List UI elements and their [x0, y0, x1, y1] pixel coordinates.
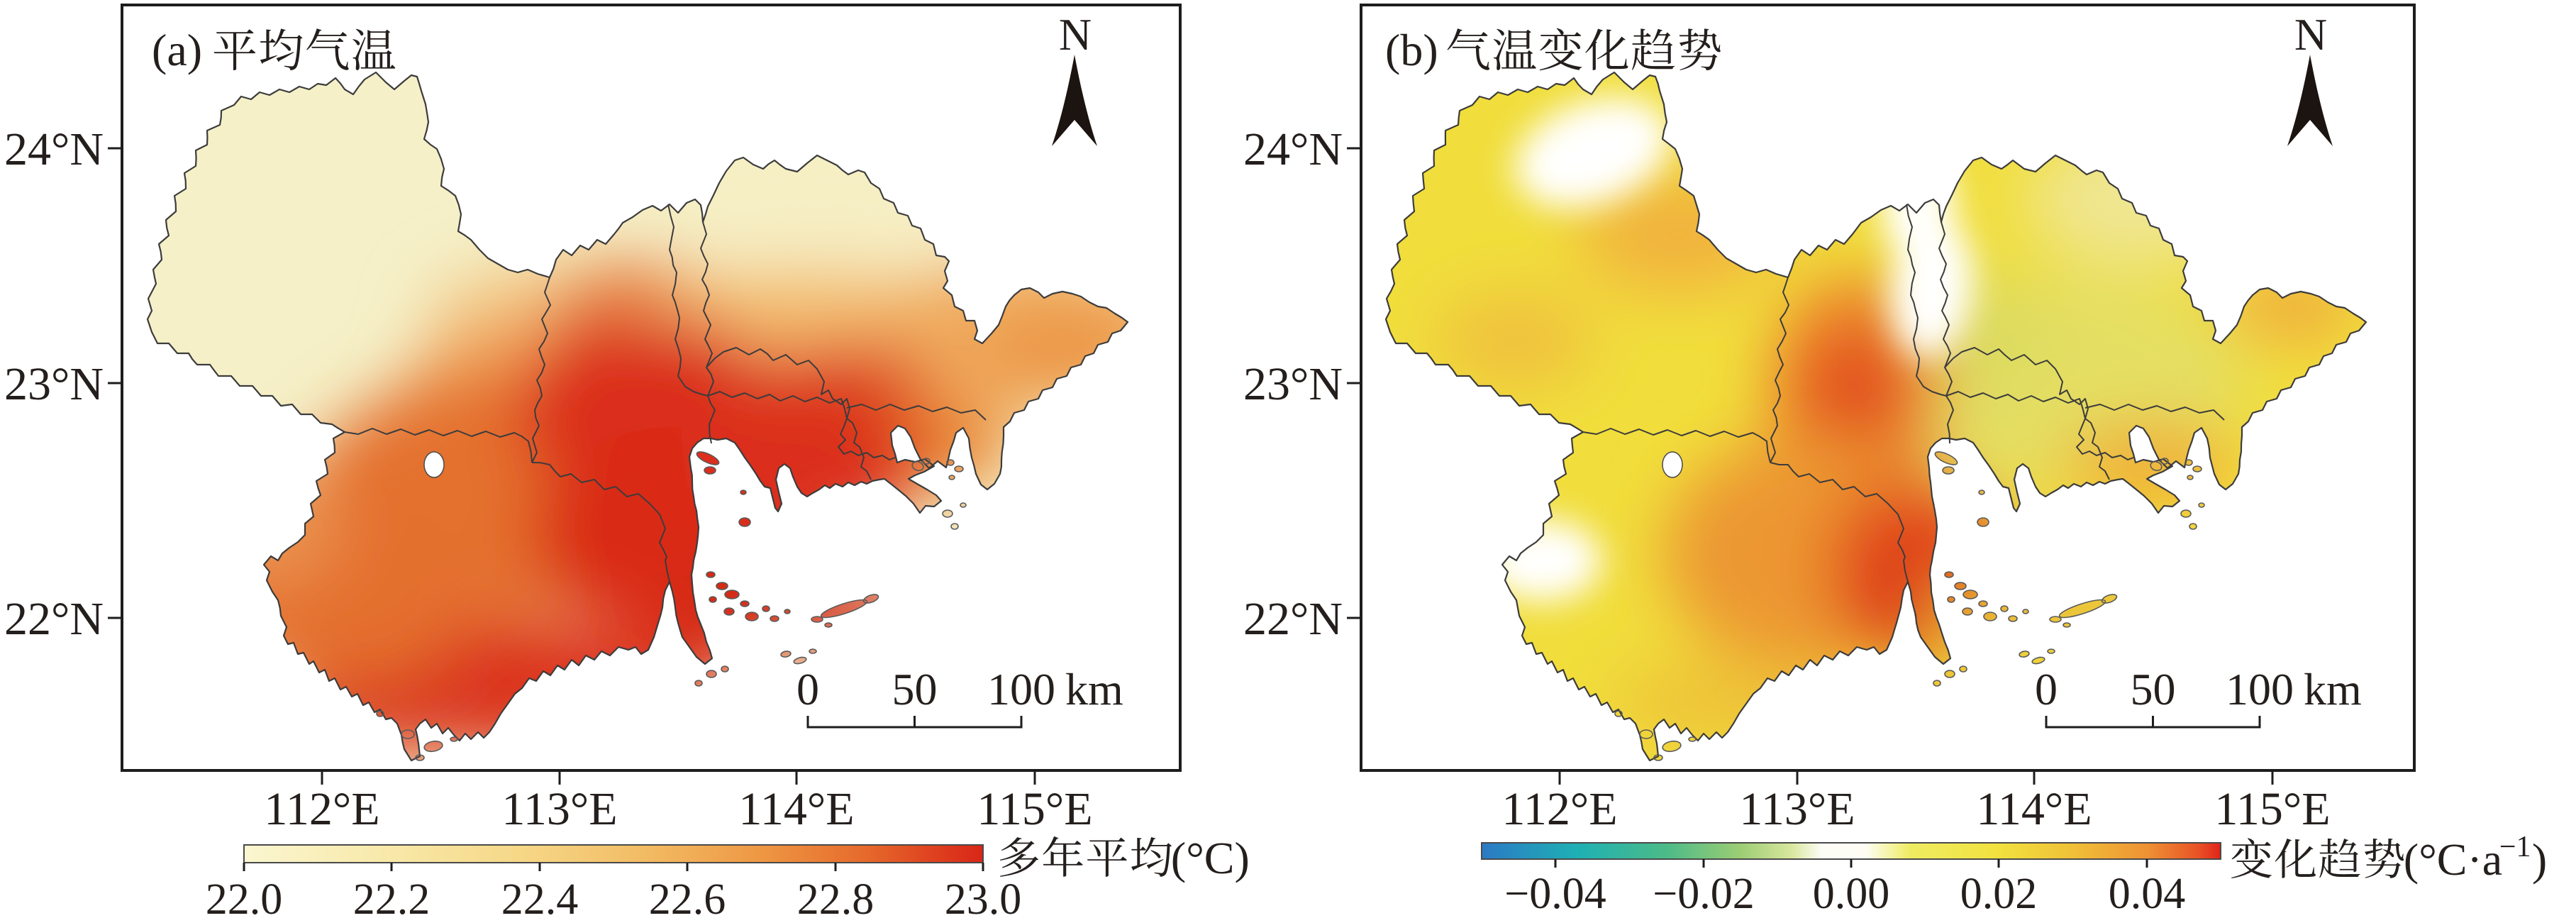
svg-text:114°E: 114°E [738, 783, 854, 835]
svg-text:22.4: 22.4 [501, 875, 579, 918]
svg-text:km: km [2304, 664, 2362, 714]
svg-text:115°E: 115°E [977, 783, 1092, 835]
svg-text:22.8: 22.8 [797, 875, 875, 918]
svg-text:−0.02: −0.02 [1653, 870, 1754, 918]
svg-text:22.6: 22.6 [649, 875, 726, 918]
svg-text:−1: −1 [2499, 831, 2531, 863]
svg-text:N: N [1059, 9, 1092, 60]
svg-text:−0.04: −0.04 [1504, 870, 1606, 918]
svg-text:N: N [2294, 9, 2327, 60]
svg-text:(°C): (°C) [1171, 833, 1250, 883]
svg-text:114°E: 114°E [1976, 783, 2092, 835]
svg-text:0.04: 0.04 [2109, 870, 2186, 918]
svg-text:24°N: 24°N [4, 123, 104, 175]
svg-text:(b): (b) [1385, 25, 1438, 75]
svg-text:23°N: 23°N [1243, 358, 1343, 410]
svg-text:0.02: 0.02 [1960, 870, 2038, 918]
svg-text:22.2: 22.2 [353, 875, 431, 918]
svg-text:50: 50 [2131, 664, 2176, 714]
svg-text:100: 100 [2226, 664, 2294, 714]
svg-text:22°N: 22°N [1243, 593, 1343, 645]
svg-text:115°E: 115°E [2214, 783, 2330, 835]
svg-text:(a): (a) [152, 25, 202, 75]
svg-text:0: 0 [2035, 664, 2058, 714]
svg-text:22.0: 22.0 [206, 875, 283, 918]
svg-text:112°E: 112°E [264, 783, 379, 835]
svg-text:0: 0 [796, 664, 819, 714]
svg-text:23.0: 23.0 [945, 875, 1022, 918]
svg-text:113°E: 113°E [1739, 783, 1855, 835]
svg-text:23°N: 23°N [4, 358, 104, 410]
svg-text:0.00: 0.00 [1813, 870, 1890, 918]
svg-text:km: km [1065, 664, 1123, 714]
svg-text:): ) [2532, 834, 2547, 885]
svg-text:(°C·a: (°C·a [2404, 834, 2502, 885]
svg-text:22°N: 22°N [4, 593, 104, 645]
svg-text:50: 50 [892, 664, 938, 714]
svg-text:113°E: 113°E [501, 783, 617, 835]
svg-text:24°N: 24°N [1243, 123, 1343, 175]
svg-text:100: 100 [987, 664, 1055, 714]
svg-text:112°E: 112°E [1501, 783, 1617, 835]
